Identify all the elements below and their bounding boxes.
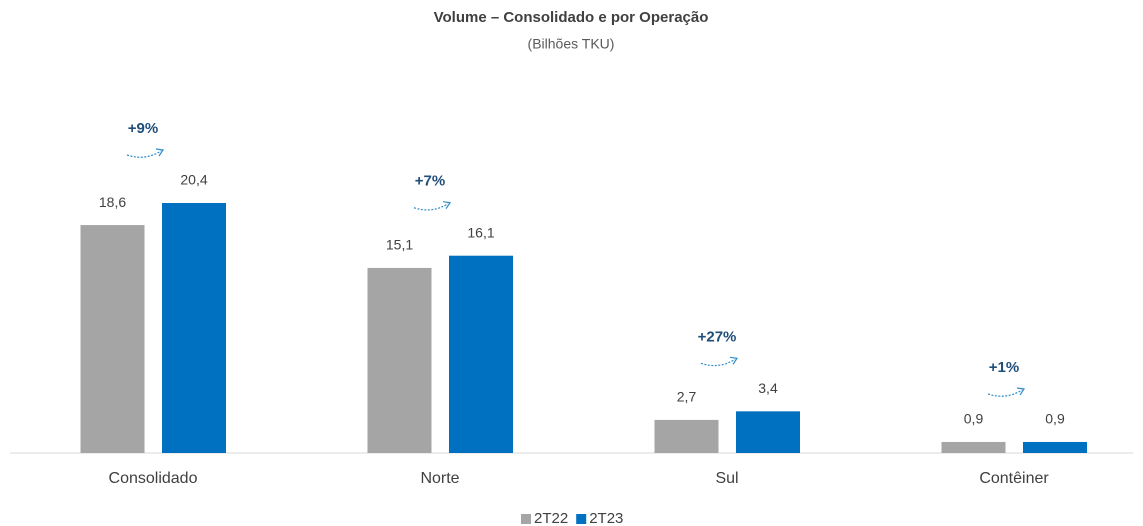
growth-arrow <box>700 358 736 367</box>
bar <box>162 203 226 453</box>
legend-label: 2T23 <box>589 510 623 526</box>
legend-swatch <box>576 514 587 524</box>
growth-arrow <box>126 150 162 158</box>
value-label: 0,9 <box>964 411 984 427</box>
growth-arrow-head <box>1016 387 1026 396</box>
growth-arrow-head <box>729 356 739 365</box>
growth-annotation: +1% <box>989 359 1019 376</box>
chart-subtitle: (Bilhões TKU) <box>528 36 615 52</box>
value-label: 16,1 <box>467 224 494 240</box>
value-label: 0,9 <box>1045 411 1065 427</box>
chart-title: Volume – Consolidado e por Operação <box>434 9 709 26</box>
bar <box>449 255 513 453</box>
bar <box>367 267 432 453</box>
bar <box>1023 441 1087 453</box>
x-tick-label: Sul <box>715 470 738 487</box>
value-label: 3,4 <box>758 380 778 396</box>
bar <box>80 225 145 453</box>
value-label: 15,1 <box>386 237 413 253</box>
growth-arrow <box>987 389 1023 397</box>
growth-arrow-head <box>155 148 165 157</box>
value-label: 2,7 <box>677 389 697 405</box>
x-tick-label: Contêiner <box>979 470 1049 487</box>
value-label: 20,4 <box>180 172 207 188</box>
legend-swatch <box>521 514 531 524</box>
x-tick-label: Norte <box>420 470 459 487</box>
legend-label: 2T22 <box>534 510 568 526</box>
growth-annotation: +27% <box>698 328 737 345</box>
value-label: 18,6 <box>99 194 126 210</box>
bar <box>736 411 800 453</box>
x-tick-label: Consolidado <box>109 470 198 487</box>
growth-annotation: +7% <box>415 173 445 190</box>
growth-annotation: +9% <box>128 120 158 137</box>
bar <box>654 419 719 453</box>
growth-arrow-head <box>442 201 452 210</box>
bar <box>941 441 1006 453</box>
growth-arrow <box>413 203 449 211</box>
